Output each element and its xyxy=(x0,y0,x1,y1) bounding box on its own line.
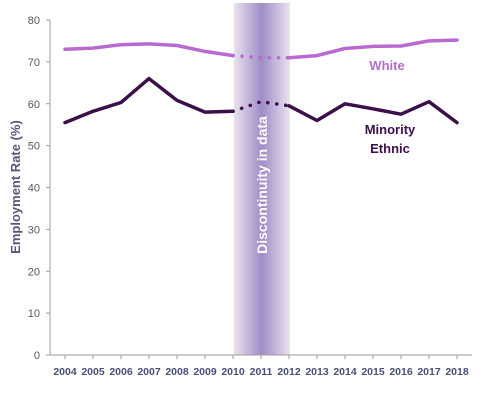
x-tick-label: 2005 xyxy=(81,366,105,378)
y-tick-label: 30 xyxy=(28,224,40,236)
x-tick-label: 2013 xyxy=(305,366,329,378)
discontinuity-band xyxy=(233,3,290,355)
series-minority-ethnic: Minority Ethnic xyxy=(63,76,459,156)
x-tick-label: 2014 xyxy=(333,366,357,378)
x-tick-label: 2010 xyxy=(221,366,245,378)
x-tick-label: 2016 xyxy=(389,366,413,378)
y-axis-title: Employment Rate (%) xyxy=(8,120,23,254)
y-tick-label: 50 xyxy=(28,141,40,153)
x-tick-label: 2004 xyxy=(53,366,77,378)
series-line-after xyxy=(287,99,459,125)
series-line-discontinuity xyxy=(231,99,291,114)
x-tick-label: 2012 xyxy=(277,366,301,378)
x-tick-label: 2017 xyxy=(417,366,441,378)
series-white: White xyxy=(63,38,459,73)
x-tick-label: 2009 xyxy=(193,366,217,378)
x-tick-label: 2006 xyxy=(109,366,133,378)
discontinuity-label: Discontinuity in data xyxy=(254,116,270,254)
x-tick-label: 2011 xyxy=(250,366,273,378)
y-tick-label: 70 xyxy=(28,57,40,69)
y-tick-label: 80 xyxy=(28,15,40,27)
x-tick-label: 2018 xyxy=(445,366,469,378)
series-line-before xyxy=(63,76,235,125)
y-tick-label: 10 xyxy=(28,308,40,320)
x-tick-label: 2007 xyxy=(137,366,161,378)
y-tick-label: 20 xyxy=(28,266,40,278)
series-line-after xyxy=(287,38,459,60)
y-tick-label: 0 xyxy=(34,350,40,362)
series-label: Minority Ethnic xyxy=(365,122,416,156)
series-layer: White Minority Ethnic xyxy=(63,38,459,156)
y-tick-label: 40 xyxy=(28,183,40,195)
series-line-discontinuity xyxy=(231,53,291,60)
x-tick-label: 2008 xyxy=(165,366,189,378)
series-line-before xyxy=(63,42,235,58)
y-tick-label: 60 xyxy=(28,99,40,111)
axes: 0 10 20 30 40 50 60 70 80 2004 2005 2006 2007 2008 200… xyxy=(28,15,472,378)
series-label: White xyxy=(369,58,404,73)
x-tick-label: 2015 xyxy=(361,366,385,378)
